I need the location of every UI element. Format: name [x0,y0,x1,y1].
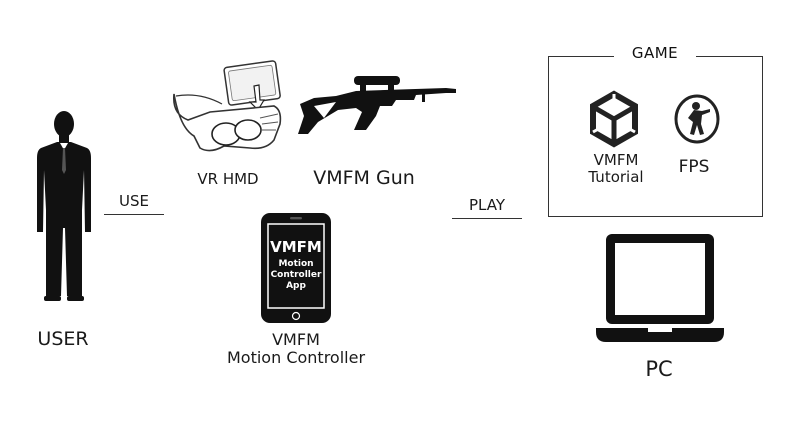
unity-tutorial-line1: VMFM [593,151,639,169]
person-icon [37,111,91,301]
user-label: USER [37,328,89,350]
laptop-icon [596,234,724,342]
unity-logo-icon [590,90,638,148]
use-label: USE [119,192,149,210]
phone-label-line1: VMFM [272,330,320,349]
phone-screen-title: VMFM [270,238,322,256]
use-connector-line [104,214,164,215]
phone-screen-line1: Motion [278,259,314,269]
phone-screen-line3: App [286,281,306,291]
play-label: PLAY [468,196,505,214]
play-connector-line [452,218,522,219]
pc-label: PC [645,357,673,381]
rifle-icon [298,76,456,134]
counter-strike-logo-icon [674,94,720,144]
gun-label: VMFM Gun [313,167,415,189]
smartphone-icon [261,213,331,323]
fps-label: FPS [678,157,710,177]
phone-label-line2: Motion Controller [226,348,366,367]
vr-headset-icon [172,60,282,152]
game-group-box [548,56,763,217]
game-title: GAME [614,44,696,62]
phone-screen-line2: Controller [270,270,322,280]
unity-tutorial-line2: Tutorial [588,168,644,186]
vr-hmd-label: VR HMD [197,170,259,188]
